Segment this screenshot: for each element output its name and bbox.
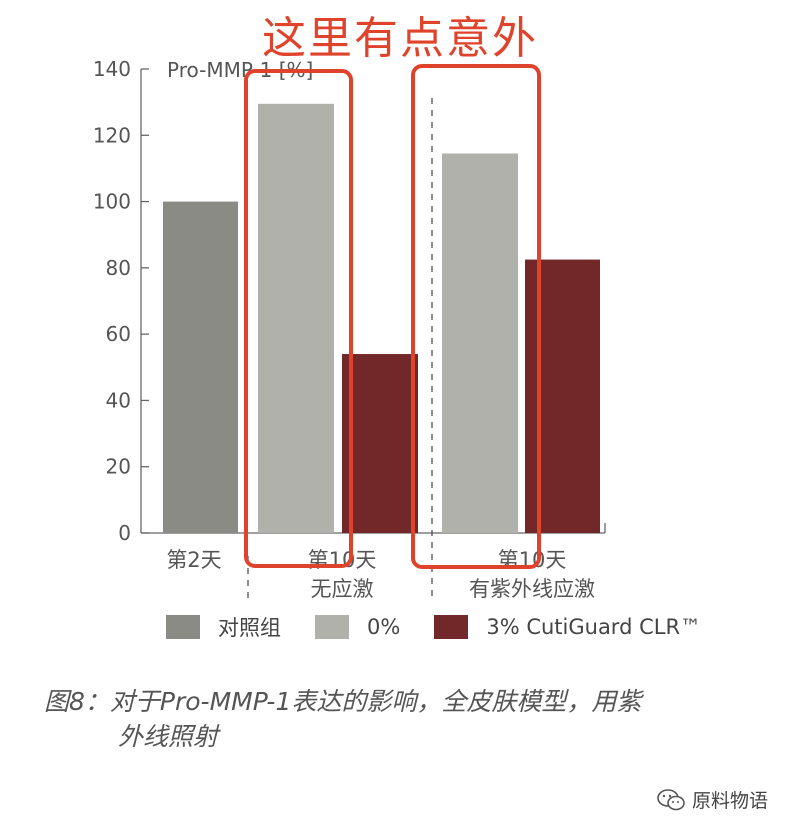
watermark: 原料物语 xyxy=(656,786,768,813)
legend-item-cutiguard: 3% CutiGuard CLR™ xyxy=(434,615,701,639)
bar-2-0% xyxy=(258,103,334,534)
bar-3-0% xyxy=(442,153,518,533)
x-group-label-line1: 第10天 xyxy=(308,548,377,572)
bar-2-3% CutiGuard CLR™ xyxy=(342,354,418,533)
legend-label-0pct: 0% xyxy=(367,615,401,639)
y-tick-label: 80 xyxy=(106,256,131,280)
x-group-label-line2: 有紫外线应激 xyxy=(469,577,595,601)
legend-swatch-control xyxy=(166,615,200,639)
y-tick-label: 20 xyxy=(106,455,131,479)
caption-line-2: 外线照射 xyxy=(118,722,219,751)
y-tick-label: 140 xyxy=(93,57,131,81)
wechat-icon xyxy=(657,788,685,810)
y-tick-label: 60 xyxy=(106,322,131,346)
x-group-label-line2: 无应激 xyxy=(311,577,374,601)
y-tick-label: 100 xyxy=(93,190,131,214)
y-tick-label: 120 xyxy=(93,123,131,147)
annotation-box-left xyxy=(244,69,353,568)
watermark-text: 原料物语 xyxy=(692,790,769,812)
legend-item-control: 对照组 xyxy=(166,612,281,642)
legend-label-control: 对照组 xyxy=(218,616,281,640)
bar-3-3% CutiGuard CLR™ xyxy=(525,259,600,533)
y-tick-label: 40 xyxy=(106,388,131,412)
legend-label-cutiguard: 3% CutiGuard CLR™ xyxy=(486,615,702,639)
annotation-box-right xyxy=(411,64,541,569)
x-group-label-line1: 第2天 xyxy=(166,548,221,572)
annotation-title: 这里有点意外 xyxy=(262,13,538,64)
legend-item-0pct: 0% xyxy=(315,615,400,639)
caption-line-1: 图8：对于Pro-MMP-1表达的影响，全皮肤模型，用紫 xyxy=(44,687,642,716)
bar-1-对照组 xyxy=(163,201,238,534)
legend-swatch-cutiguard xyxy=(434,615,469,639)
y-tick-label: 0 xyxy=(118,521,131,545)
legend: 对照组 0% 3% CutiGuard CLR™ xyxy=(166,612,735,642)
figure-caption: 图8：对于Pro-MMP-1表达的影响，全皮肤模型，用紫 外线照射 xyxy=(44,684,744,754)
legend-swatch-0pct xyxy=(315,615,349,639)
